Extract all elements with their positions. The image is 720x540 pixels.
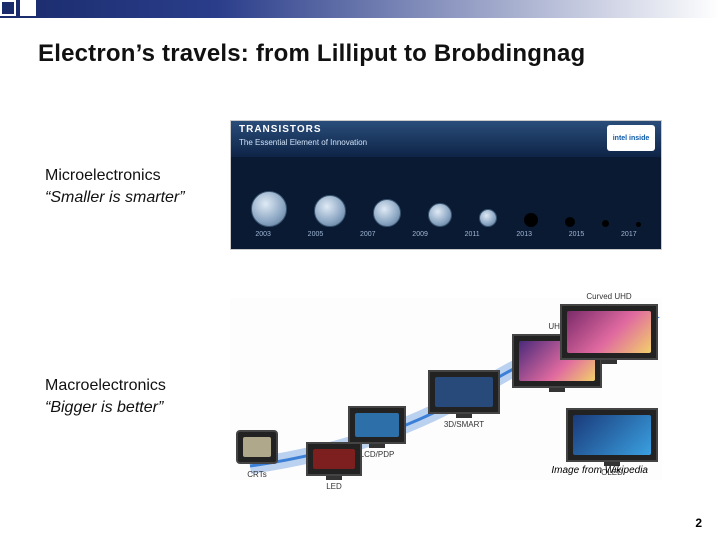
- wafer-icon: [479, 209, 497, 227]
- year-label: 2011: [465, 231, 480, 238]
- wafer-icon: [314, 195, 346, 227]
- year-strip: 2003 2005 2007 2009 2011 2013 2015 2017: [231, 231, 661, 242]
- micro-tagline: “Smaller is smarter”: [45, 187, 185, 209]
- macro-heading: Macroelectronics: [45, 375, 166, 397]
- year-label: 2015: [569, 231, 585, 238]
- tv-screen: [435, 377, 493, 407]
- transistor-dot: [636, 222, 641, 227]
- transistor-dot: [565, 217, 575, 227]
- wafer-icon: [428, 203, 452, 227]
- tv-device: [566, 408, 658, 462]
- tv-screen: [243, 437, 271, 457]
- tv-stand: [369, 444, 385, 448]
- year-label: 2005: [308, 231, 324, 238]
- macro-label: Macroelectronics “Bigger is better”: [45, 375, 166, 418]
- transistors-panel: TRANSISTORS The Essential Element of Inn…: [230, 120, 662, 250]
- tv-panel: CRTsLCD/PDPLED3D/SMARTUHDCurved UHDOLED …: [230, 298, 662, 480]
- tv-label: CRTs: [236, 470, 278, 479]
- slide-title: Electron’s travels: from Lilliput to Bro…: [38, 40, 585, 68]
- accent-square-filled: [0, 0, 16, 16]
- intel-badge: intel inside: [607, 125, 655, 151]
- tv-screen: [313, 449, 355, 469]
- transistors-subtitle: The Essential Element of Innovation: [239, 138, 367, 147]
- transistors-header: TRANSISTORS The Essential Element of Inn…: [231, 121, 661, 157]
- tv-device: [428, 370, 500, 414]
- tv-screen: [355, 413, 399, 437]
- accent-square-empty: [20, 0, 36, 16]
- top-accent-bar: [0, 0, 720, 18]
- tv-device: [348, 406, 406, 444]
- tv-stand: [456, 414, 472, 418]
- tv-stand: [549, 388, 565, 392]
- transistor-dot: [602, 220, 609, 227]
- image-caption: Image from Wikipedia: [551, 465, 648, 476]
- year-label: 2007: [360, 231, 376, 238]
- tv-label: Curved UHD: [560, 292, 658, 301]
- year-label: 2017: [621, 231, 637, 238]
- transistor-dot: [524, 213, 538, 227]
- micro-heading: Microelectronics: [45, 165, 185, 187]
- tv-label: LED: [306, 482, 362, 491]
- wafer-strip: [231, 157, 661, 231]
- tv-stand: [601, 360, 617, 364]
- tv-device: [236, 430, 278, 464]
- transistors-title: TRANSISTORS: [239, 124, 322, 135]
- tv-screen: [573, 415, 651, 455]
- wafer-icon: [373, 199, 401, 227]
- tv-label: 3D/SMART: [428, 420, 500, 429]
- year-label: 2003: [255, 231, 271, 238]
- year-label: 2013: [516, 231, 532, 238]
- page-number: 2: [695, 516, 702, 530]
- wafer-icon: [251, 191, 287, 227]
- micro-label: Microelectronics “Smaller is smarter”: [45, 165, 185, 208]
- tv-screen: [567, 311, 651, 353]
- tv-device: [306, 442, 362, 476]
- tv-device: [560, 304, 658, 360]
- macro-tagline: “Bigger is better”: [45, 397, 166, 419]
- year-label: 2009: [412, 231, 428, 238]
- tv-stand: [326, 476, 342, 480]
